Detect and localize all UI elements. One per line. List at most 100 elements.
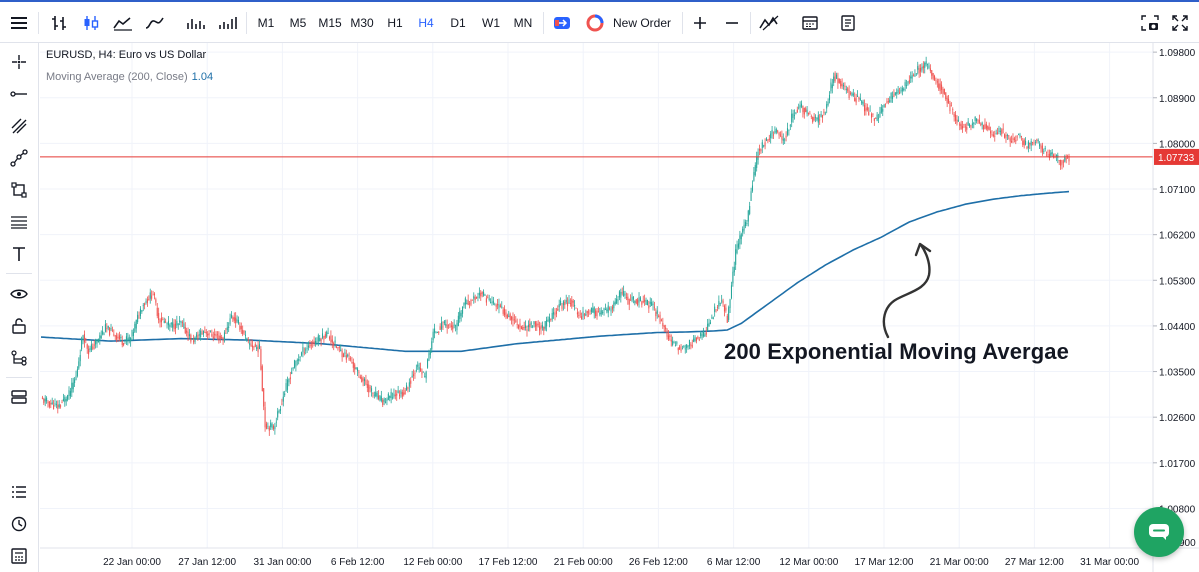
candle-body xyxy=(504,308,506,316)
candle-body xyxy=(917,66,919,70)
candle-body xyxy=(376,393,378,398)
candle-body xyxy=(700,333,702,336)
candle-body xyxy=(680,349,682,351)
candle-body xyxy=(921,67,923,71)
candle-body xyxy=(208,333,210,336)
candle-body xyxy=(891,96,894,99)
menu-icon[interactable] xyxy=(8,12,30,34)
candle-body xyxy=(183,323,185,328)
candle-body xyxy=(379,395,381,401)
left-toolbar-divider xyxy=(6,377,32,378)
notes-icon[interactable] xyxy=(838,12,858,34)
new-order-button[interactable]: New Order xyxy=(586,12,686,34)
screenshot-icon[interactable] xyxy=(1140,12,1160,34)
time-tick-label: 6 Mar 12:00 xyxy=(707,557,761,568)
candle-body xyxy=(95,340,97,345)
candle-body xyxy=(375,392,377,397)
crosshair-icon[interactable] xyxy=(8,51,30,73)
candle-body xyxy=(998,128,1000,132)
eye-icon[interactable] xyxy=(8,283,30,305)
candle-body xyxy=(624,293,626,296)
top-accent-line xyxy=(0,0,1199,2)
timeframe-mn[interactable]: MN xyxy=(513,16,533,30)
candle-body xyxy=(861,100,863,104)
candle-body xyxy=(648,305,650,309)
volume-icon[interactable] xyxy=(184,12,206,34)
candle-body xyxy=(658,316,660,318)
candle-body xyxy=(485,298,487,303)
candle-body xyxy=(51,402,53,405)
candle-body xyxy=(694,337,696,342)
candle-body xyxy=(663,325,665,328)
moving-average-layer xyxy=(40,190,1070,353)
candle-body xyxy=(764,142,766,147)
minus-icon[interactable] xyxy=(722,12,742,34)
candle-body xyxy=(337,347,339,349)
candle-body xyxy=(795,112,797,114)
area-chart-icon[interactable] xyxy=(112,12,134,34)
timeframe-m15[interactable]: M15 xyxy=(318,16,342,30)
candle-body xyxy=(988,127,990,130)
one-click-trading-icon[interactable] xyxy=(552,12,572,34)
candle-body xyxy=(151,295,153,299)
candle-body xyxy=(223,332,226,341)
candle-body xyxy=(730,285,733,299)
timeframe-m1[interactable]: M1 xyxy=(257,16,275,30)
tree-icon[interactable] xyxy=(8,347,30,369)
trend-tool-icon[interactable] xyxy=(8,147,30,169)
text-tool-icon[interactable] xyxy=(8,243,30,265)
plus-icon[interactable] xyxy=(690,12,710,34)
timeframe-m30[interactable]: M30 xyxy=(350,16,374,30)
moving-average-legend[interactable]: Moving Average (200, Close) 1.04 xyxy=(46,71,213,83)
candle-body xyxy=(386,399,388,401)
candle-body xyxy=(814,116,817,118)
chat-button[interactable] xyxy=(1134,507,1184,557)
candle-body xyxy=(1015,139,1017,142)
candle-body xyxy=(834,73,836,82)
candle-body xyxy=(631,296,633,301)
candle-body xyxy=(578,315,580,316)
fullscreen-icon[interactable] xyxy=(1170,12,1190,34)
timeframe-h1[interactable]: H1 xyxy=(387,16,403,30)
candle-body xyxy=(722,300,724,304)
lock-icon[interactable] xyxy=(8,315,30,337)
indicators-icon[interactable] xyxy=(758,12,782,34)
candle-body xyxy=(519,323,521,328)
candle-body xyxy=(338,347,340,349)
calculator-icon[interactable] xyxy=(8,545,30,567)
candlestick-icon[interactable] xyxy=(80,12,102,34)
indicator-bars-icon[interactable] xyxy=(216,12,238,34)
history-icon[interactable] xyxy=(8,513,30,535)
bar-chart-icon[interactable] xyxy=(48,12,70,34)
timeframe-h4[interactable]: H4 xyxy=(418,16,434,30)
candle-body xyxy=(862,101,864,105)
candle-body xyxy=(775,129,777,133)
candle-body xyxy=(833,76,835,83)
candle-body xyxy=(750,191,752,201)
candle-body xyxy=(984,123,986,130)
calendar-icon[interactable] xyxy=(800,12,820,34)
candle-body xyxy=(352,361,354,368)
candle-body xyxy=(980,123,982,125)
line-tool-icon[interactable] xyxy=(8,83,30,105)
candle-body xyxy=(967,121,969,126)
candle-body xyxy=(770,133,772,139)
candle-body xyxy=(508,315,510,317)
channel-tool-icon[interactable] xyxy=(8,115,30,137)
candle-body xyxy=(567,302,569,307)
candle-body xyxy=(697,336,699,339)
candle-body xyxy=(457,315,459,327)
candle-body xyxy=(232,317,234,320)
timeframe-w1[interactable]: W1 xyxy=(482,16,500,30)
layers-icon[interactable] xyxy=(8,386,30,408)
timeframe-d1[interactable]: D1 xyxy=(450,16,466,30)
shape-tool-icon[interactable] xyxy=(8,179,30,201)
candle-body xyxy=(971,123,973,126)
line-chart-icon[interactable] xyxy=(144,12,166,34)
candle-body xyxy=(113,334,115,336)
fibonacci-icon[interactable] xyxy=(8,211,30,233)
candle-body xyxy=(973,123,975,124)
list-icon[interactable] xyxy=(8,481,30,503)
timeframe-m5[interactable]: M5 xyxy=(289,16,307,30)
